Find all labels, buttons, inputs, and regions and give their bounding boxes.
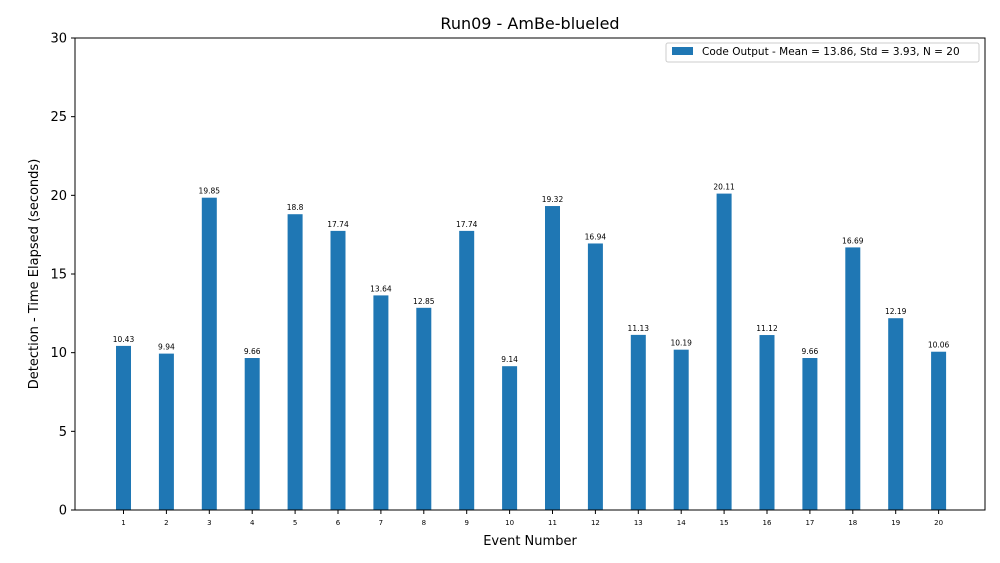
x-tick-label: 18 [848,519,857,527]
bar [201,197,217,510]
y-tick-label: 20 [50,189,67,204]
y-tick-label: 0 [59,504,67,519]
legend: Code Output - Mean = 13.86, Std = 3.93, … [665,42,980,63]
legend-swatch [672,47,693,55]
bar [759,335,775,510]
bar-value-label: 12.19 [885,307,907,316]
x-tick-label: 5 [293,519,297,527]
bar-value-label: 17.74 [456,220,478,229]
bar-value-label: 17.74 [327,220,349,229]
bar-value-label: 12.85 [413,297,435,306]
bar [587,243,603,510]
bar [845,247,861,511]
bar-value-label: 20.11 [713,183,735,192]
bar [545,206,560,511]
x-tick-label: 15 [720,519,729,527]
bar-value-label: 19.85 [199,187,221,196]
bar [802,358,818,510]
x-tick-label: 2 [164,519,168,527]
x-tick-label: 6 [336,519,341,527]
legend-box [665,42,980,63]
x-tick-label: 13 [634,519,643,527]
bar [716,193,732,510]
y-axis-label: Detection - Time Elapsed (seconds) [27,159,42,390]
bar-value-label: 11.13 [628,324,650,333]
bar-value-label: 9.94 [158,343,175,352]
bar-value-label: 9.66 [244,347,261,356]
bar [673,349,689,510]
x-tick-label: 8 [422,519,426,527]
bar-value-label: 11.12 [756,324,778,333]
axes-frame [74,37,986,511]
bar-value-label: 18.8 [287,203,304,212]
bar-value-label: 10.19 [670,339,692,348]
bar-value-label: 16.69 [842,236,864,245]
x-tick-label: 16 [763,519,772,527]
x-tick-label: 20 [934,519,943,527]
x-tick-label: 14 [677,519,686,527]
bar [888,318,904,510]
bar [931,351,947,510]
bar-value-label: 13.64 [370,284,392,293]
x-tick-label: 19 [891,519,900,527]
bar-value-label: 10.06 [928,341,950,350]
bar [287,214,303,511]
y-tick-label: 15 [50,268,67,283]
y-tick-label: 25 [50,110,67,125]
bar [373,295,389,510]
bar [116,345,131,510]
x-tick-label: 9 [464,519,468,527]
bar [416,307,432,510]
bar-value-label: 9.66 [802,347,819,356]
bar-value-label: 10.43 [113,335,135,344]
x-tick-label: 11 [548,519,557,527]
bar-value-label: 16.94 [585,232,607,241]
plot-area: 0 5 10 15 20 25 30 10.43 1 9.94 2 19.85 3 9.66 4 18.8 5 1… [50,32,949,528]
bar [502,366,518,510]
x-tick-label: 10 [505,519,514,527]
bar [330,230,346,510]
x-tick-label: 7 [379,519,383,527]
x-tick-label: 17 [805,519,814,527]
x-tick-label: 12 [591,519,600,527]
bar-value-label: 19.32 [542,195,564,204]
y-tick-label: 5 [59,425,67,440]
y-tick-label: 30 [50,32,67,47]
x-tick-label: 3 [207,519,211,527]
x-axis-label: Event Number [483,534,577,549]
bar-value-label: 9.14 [501,355,518,364]
legend-entry: Code Output - Mean = 13.86, Std = 3.93, … [702,46,960,58]
bar [459,230,475,510]
bar [630,334,646,510]
x-tick-label: 1 [121,519,125,527]
y-tick-label: 10 [50,346,67,361]
bar [244,358,260,510]
chart-title: Run09 - AmBe-blueled [440,14,619,33]
bar [158,353,174,510]
x-tick-label: 4 [250,519,255,527]
